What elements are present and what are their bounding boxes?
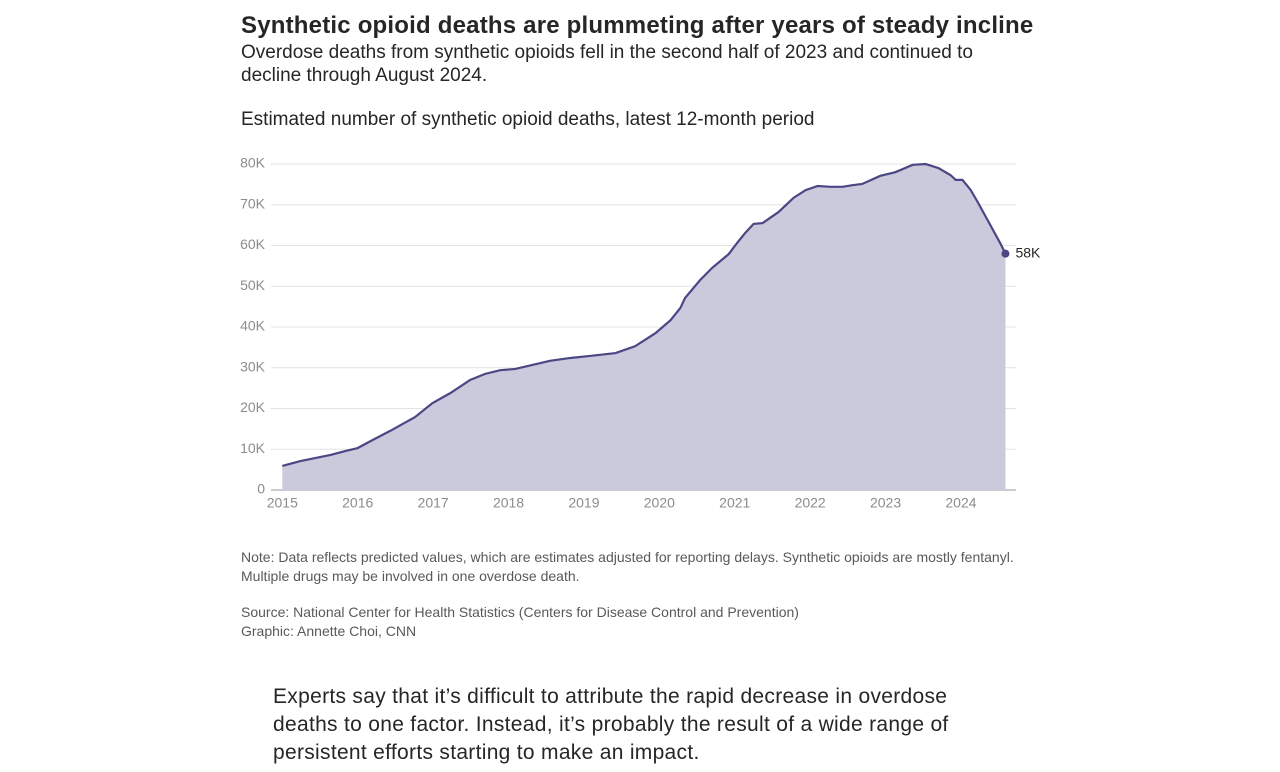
y-tick-label: 60K (240, 236, 266, 252)
chart-title: Estimated number of synthetic opioid dea… (241, 109, 815, 130)
x-tick-label: 2024 (945, 495, 976, 511)
x-tick-label: 2020 (644, 495, 675, 511)
chart: 0 10K 20K 30K 40K 50K 60K 70K 80K 2015 2016 2017 201… (240, 155, 1041, 511)
note: Note: Data reflects predicted values, wh… (241, 549, 1014, 584)
x-tick-label: 2019 (568, 495, 599, 511)
source: Source: National Center for Health Stati… (241, 604, 799, 620)
y-tick-label: 30K (240, 358, 266, 374)
y-tick-label: 80K (240, 155, 266, 171)
x-tick-label: 2017 (418, 495, 449, 511)
y-tick-label: 10K (240, 440, 266, 456)
x-tick-label: 2021 (719, 495, 750, 511)
y-tick-label: 20K (240, 399, 266, 415)
x-tick-label: 2018 (493, 495, 524, 511)
end-point (1001, 249, 1010, 258)
x-tick-label: 2015 (267, 495, 298, 511)
body-text: Experts say that it’s difficult to attri… (273, 685, 949, 764)
area-line (282, 162, 1007, 468)
subtitle: Overdose deaths from synthetic opioids f… (241, 42, 973, 86)
y-tick-label: 50K (240, 277, 266, 293)
x-tick-label: 2016 (342, 495, 373, 511)
y-tick-label: 40K (240, 318, 266, 334)
credit: Graphic: Annette Choi, CNN (241, 623, 417, 639)
x-tick-label: 2022 (795, 495, 826, 511)
y-tick-label: 0 (257, 481, 265, 497)
y-tick-label: 70K (240, 195, 266, 211)
headline: Synthetic opioid deaths are plummeting a… (241, 12, 1034, 39)
x-tick-label: 2023 (870, 495, 901, 511)
area-fill (282, 164, 1006, 490)
value-label: 58K (1015, 244, 1041, 260)
